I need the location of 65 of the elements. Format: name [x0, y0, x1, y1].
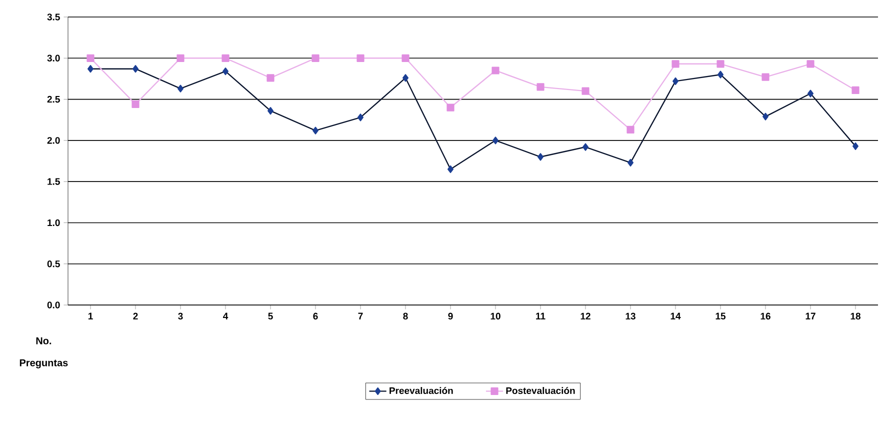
point — [446, 104, 454, 112]
point — [86, 54, 94, 62]
point — [762, 73, 770, 81]
point — [312, 54, 320, 62]
point — [358, 114, 364, 122]
point — [492, 66, 500, 74]
point — [222, 68, 229, 76]
point — [88, 65, 94, 73]
point — [626, 126, 634, 134]
x-tick-label: 12 — [580, 312, 590, 320]
point — [672, 77, 679, 85]
x-tick-label: 6 — [313, 312, 318, 320]
y-tick-label: 3.5 — [47, 14, 60, 20]
point — [132, 100, 140, 108]
point — [402, 54, 410, 62]
point — [266, 74, 274, 82]
x-tick-label: 11 — [536, 312, 546, 320]
point — [762, 112, 769, 120]
y-tick-label: 3.0 — [47, 54, 60, 62]
y-tick-label: 2.5 — [47, 96, 60, 103]
x-tick-label: 4 — [223, 312, 228, 320]
point — [356, 54, 364, 62]
point — [132, 65, 139, 73]
y-tick-label: 1.0 — [48, 219, 60, 226]
point — [808, 90, 814, 98]
point — [582, 143, 589, 151]
x-tick-label: 9 — [448, 312, 453, 320]
point — [268, 107, 274, 115]
x-tick-label: 5 — [268, 312, 273, 320]
point — [628, 158, 634, 166]
point — [716, 60, 724, 68]
point — [492, 136, 499, 144]
y-tick-label: 0.0 — [47, 302, 60, 308]
x-tick-label: 16 — [760, 312, 770, 320]
point — [718, 70, 724, 78]
point — [402, 74, 408, 82]
x-tick-label: 13 — [626, 312, 636, 320]
legend-label: Preevaluación — [390, 386, 453, 394]
point — [806, 60, 814, 68]
x-tick-label: 3 — [178, 312, 183, 320]
x-tick-label: 7 — [358, 312, 363, 320]
point — [536, 83, 544, 91]
x-tick-label: 17 — [806, 312, 816, 320]
point — [178, 84, 184, 92]
x-tick-label: 10 — [490, 312, 500, 320]
point — [176, 54, 184, 62]
y-tick-label: 2.0 — [47, 137, 60, 144]
point — [538, 153, 544, 161]
y-tick-label: 0.5 — [47, 260, 60, 268]
x-tick-label: 8 — [403, 312, 408, 320]
legend-label: Postevaluación — [506, 386, 575, 394]
x-tick-label: 2 — [133, 312, 138, 320]
point — [448, 165, 454, 174]
x-tick-label: 14 — [670, 312, 681, 320]
point — [312, 126, 318, 134]
text: No. Preguntas — [20, 337, 68, 368]
x-tick-label: 15 — [716, 312, 726, 320]
point — [852, 142, 859, 150]
point — [852, 86, 860, 94]
x-tick-label: 1 — [88, 312, 93, 320]
point — [672, 60, 680, 68]
y-tick-label: 1.5 — [48, 178, 60, 185]
point — [222, 54, 230, 62]
point — [582, 87, 590, 95]
x-tick-label: 18 — [850, 312, 860, 320]
